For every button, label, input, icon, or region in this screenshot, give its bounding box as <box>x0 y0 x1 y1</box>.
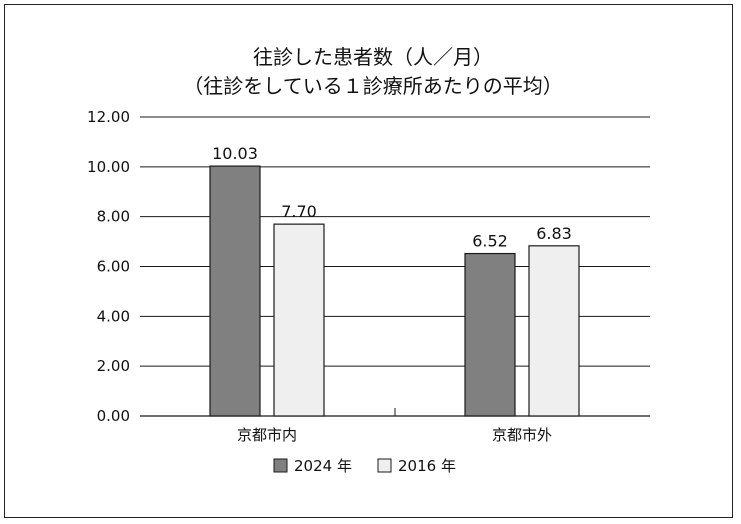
legend: 2024 年 2016 年 <box>273 457 456 475</box>
bar <box>273 223 325 417</box>
y-tick-label: 10.00 <box>87 158 130 176</box>
legend-swatch <box>377 458 392 473</box>
y-tick-label: 6.00 <box>97 258 130 276</box>
bars <box>209 165 580 417</box>
data-labels: 10.03 7.70 6.52 6.83 <box>212 144 572 250</box>
chart-title-line1: 往診した患者数（人／月） <box>253 45 493 69</box>
legend-label: 2024 年 <box>294 457 352 475</box>
chart-title-line2: （往診をしている１診療所あたりの平均） <box>183 74 562 98</box>
data-label: 7.70 <box>281 202 317 221</box>
y-tick-label: 12.00 <box>87 108 130 126</box>
y-tick-label: 4.00 <box>97 307 130 325</box>
bar <box>464 252 516 417</box>
legend-swatch <box>273 458 288 473</box>
legend-label: 2016 年 <box>398 457 456 475</box>
category-label: 京都市内 <box>237 426 297 444</box>
y-axis-ticks: 0.00 2.00 4.00 6.00 8.00 10.00 12.00 <box>87 108 130 425</box>
chart-frame <box>4 4 733 518</box>
data-label: 10.03 <box>212 144 258 163</box>
bar <box>209 165 261 417</box>
data-label: 6.83 <box>536 224 572 243</box>
y-tick-label: 2.00 <box>97 357 130 375</box>
category-label: 京都市外 <box>492 426 552 444</box>
y-tick-label: 0.00 <box>97 407 130 425</box>
bar <box>528 245 580 417</box>
data-label: 6.52 <box>472 232 508 251</box>
category-labels: 京都市内 京都市外 <box>237 426 552 444</box>
y-tick-label: 8.00 <box>97 208 130 226</box>
